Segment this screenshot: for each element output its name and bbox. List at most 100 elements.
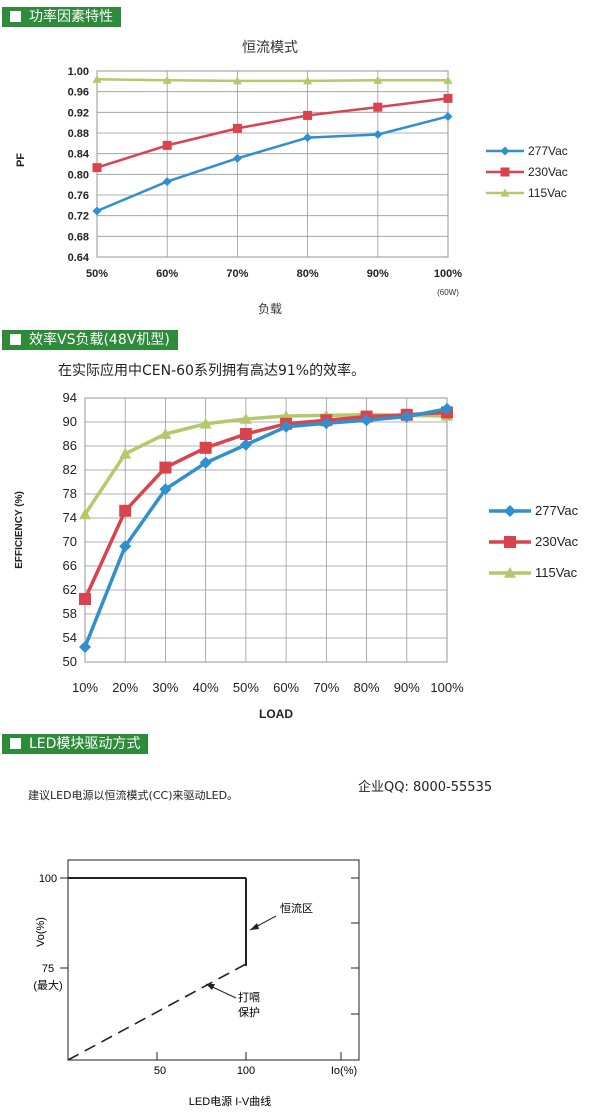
pf-point-277Vac bbox=[232, 153, 242, 163]
pf-point-230Vac bbox=[373, 102, 383, 112]
pf-point-230Vac bbox=[232, 123, 242, 133]
ef-x-tick-label: 50% bbox=[233, 680, 259, 695]
ef-legend-marker bbox=[504, 536, 516, 548]
ef-legend-label: 230Vac bbox=[535, 534, 579, 549]
pf-y-tick-label: 0.64 bbox=[68, 252, 90, 264]
ef-point-230Vac bbox=[159, 461, 172, 474]
ef-y-tick-label: 90 bbox=[63, 414, 77, 429]
ef-series-line-230Vac bbox=[83, 410, 448, 600]
pf-legend-marker bbox=[500, 146, 510, 156]
pf-y-tick-label: 0.80 bbox=[68, 169, 89, 181]
ef-x-tick-label: 80% bbox=[354, 680, 380, 695]
pf-chart: 恒流模式 0.64 0.68 0.72 0.76 0.80 0.84 0.88 0.92 0.9… bbox=[15, 39, 568, 316]
pf-point-115Vac bbox=[443, 75, 453, 84]
section-title: LED模块驱动方式 bbox=[29, 736, 141, 752]
ef-point-115Vac bbox=[79, 508, 91, 520]
ef-y-tick-label: 94 bbox=[63, 390, 77, 405]
company-qq: 企业QQ: 8000-55535 bbox=[358, 780, 493, 795]
iv-annot-hiccup1: 打嗝 bbox=[238, 990, 260, 1004]
square-bullet-icon bbox=[10, 11, 21, 22]
pf-x-tick-label: 90% bbox=[367, 268, 389, 280]
pf-y-tick-label: 0.72 bbox=[68, 211, 89, 223]
pf-point-115Vac bbox=[373, 75, 383, 84]
pf-point-230Vac bbox=[92, 163, 102, 173]
ef-y-tick-label: 78 bbox=[63, 486, 77, 501]
ef-point-277Vac bbox=[159, 483, 172, 496]
ef-point-277Vac bbox=[239, 438, 252, 451]
arrowhead-icon bbox=[250, 923, 259, 930]
ef-x-tick-label: 70% bbox=[313, 680, 339, 695]
section-title: 功率因素特性 bbox=[29, 9, 113, 25]
pf-x-tick-label: 60% bbox=[156, 268, 178, 280]
pf-x-note: (60W) bbox=[437, 288, 459, 297]
pf-chart-title: 恒流模式 bbox=[242, 39, 298, 55]
pf-point-115Vac bbox=[232, 76, 242, 85]
ef-point-277Vac bbox=[199, 456, 212, 469]
iv-y-tick-100: 100 bbox=[39, 873, 57, 885]
pf-legend-marker bbox=[500, 188, 510, 197]
pf-y-tick-label: 0.88 bbox=[68, 128, 89, 140]
iv-annot-hiccup2: 保护 bbox=[238, 1005, 260, 1019]
pf-x-tick-label: 80% bbox=[297, 268, 319, 280]
ef-grid bbox=[84, 397, 448, 663]
ef-x-tick-label: 20% bbox=[112, 680, 138, 695]
iv-chart-title: LED电源 I-V曲线 bbox=[189, 1094, 272, 1108]
pf-legend: 277Vac 230Vac 115Vac bbox=[486, 144, 568, 200]
pf-x-tick-label: 70% bbox=[226, 268, 248, 280]
ef-y-label: EFFICIENCY (%) bbox=[14, 491, 25, 569]
ef-y-tick-label: 66 bbox=[63, 558, 77, 573]
ef-y-tick-label: 58 bbox=[63, 606, 77, 621]
pf-y-label: PF bbox=[15, 153, 27, 167]
pf-legend-label: 277Vac bbox=[528, 144, 568, 158]
pf-point-230Vac bbox=[443, 93, 453, 103]
ef-series bbox=[79, 402, 453, 653]
ef-legend-label: 115Vac bbox=[535, 565, 578, 580]
ef-legend-marker bbox=[504, 505, 516, 517]
ef-point-277Vac bbox=[360, 414, 373, 427]
pf-point-277Vac bbox=[443, 111, 453, 121]
iv-chart: 100 75 (最大) Vo(%) 50 100 Io(%) LED电源 I-V… bbox=[33, 859, 360, 1108]
ef-point-230Vac bbox=[119, 504, 132, 517]
pf-series bbox=[92, 74, 453, 216]
ef-point-115Vac bbox=[239, 413, 252, 424]
ef-y-tick-label: 50 bbox=[63, 654, 77, 669]
ef-legend: 277Vac 230Vac 115Vac bbox=[489, 503, 579, 580]
iv-x-tick-50: 50 bbox=[154, 1065, 166, 1077]
pf-point-230Vac bbox=[303, 110, 313, 120]
pf-legend-marker bbox=[500, 167, 510, 177]
pf-point-277Vac bbox=[373, 130, 383, 140]
iv-x-tick-100: 100 bbox=[237, 1065, 255, 1077]
ef-point-277Vac bbox=[119, 540, 132, 553]
iv-y-tick-75: 75 bbox=[42, 963, 54, 975]
pf-legend-label: 115Vac bbox=[528, 186, 567, 200]
pf-y-tick-label: 1.00 bbox=[68, 66, 89, 78]
pf-point-277Vac bbox=[92, 206, 102, 216]
pf-x-ticks: 50% 60% 70% 80% 90% 100% bbox=[86, 268, 462, 280]
ef-point-115Vac bbox=[199, 417, 212, 429]
section-banner-led: LED模块驱动方式 bbox=[2, 734, 149, 754]
pf-point-115Vac bbox=[162, 75, 172, 84]
iv-x-label: Io(%) bbox=[331, 1065, 357, 1077]
pf-grid bbox=[96, 70, 449, 258]
ef-point-230Vac bbox=[239, 428, 252, 440]
pf-point-115Vac bbox=[303, 76, 313, 85]
section-banner-pf: 功率因素特性 bbox=[2, 7, 121, 27]
iv-annot-cc: 恒流区 bbox=[280, 901, 313, 915]
ef-x-tick-label: 90% bbox=[394, 680, 420, 695]
ef-x-tick-label: 10% bbox=[72, 680, 98, 695]
pf-y-tick-label: 0.92 bbox=[68, 107, 89, 119]
ef-x-tick-label: 100% bbox=[430, 680, 464, 695]
pf-point-230Vac bbox=[162, 140, 172, 150]
pf-x-label: 负载 bbox=[258, 302, 282, 316]
pf-series-line-230Vac bbox=[96, 97, 449, 169]
pf-point-277Vac bbox=[162, 177, 172, 187]
pf-x-tick-label: 50% bbox=[86, 268, 108, 280]
ef-point-277Vac bbox=[400, 410, 413, 423]
pf-series-line-115Vac bbox=[96, 78, 448, 83]
ef-point-277Vac bbox=[320, 417, 333, 430]
ef-point-115Vac bbox=[119, 447, 132, 459]
pf-y-ticks: 0.64 0.68 0.72 0.76 0.80 0.84 0.88 0.92 0.96 1.00 bbox=[68, 66, 90, 264]
ef-y-ticks: 50 54 58 62 66 70 74 78 82 86 90 94 bbox=[63, 390, 77, 669]
ef-point-230Vac bbox=[199, 441, 212, 454]
pf-series-line-277Vac bbox=[96, 115, 449, 213]
